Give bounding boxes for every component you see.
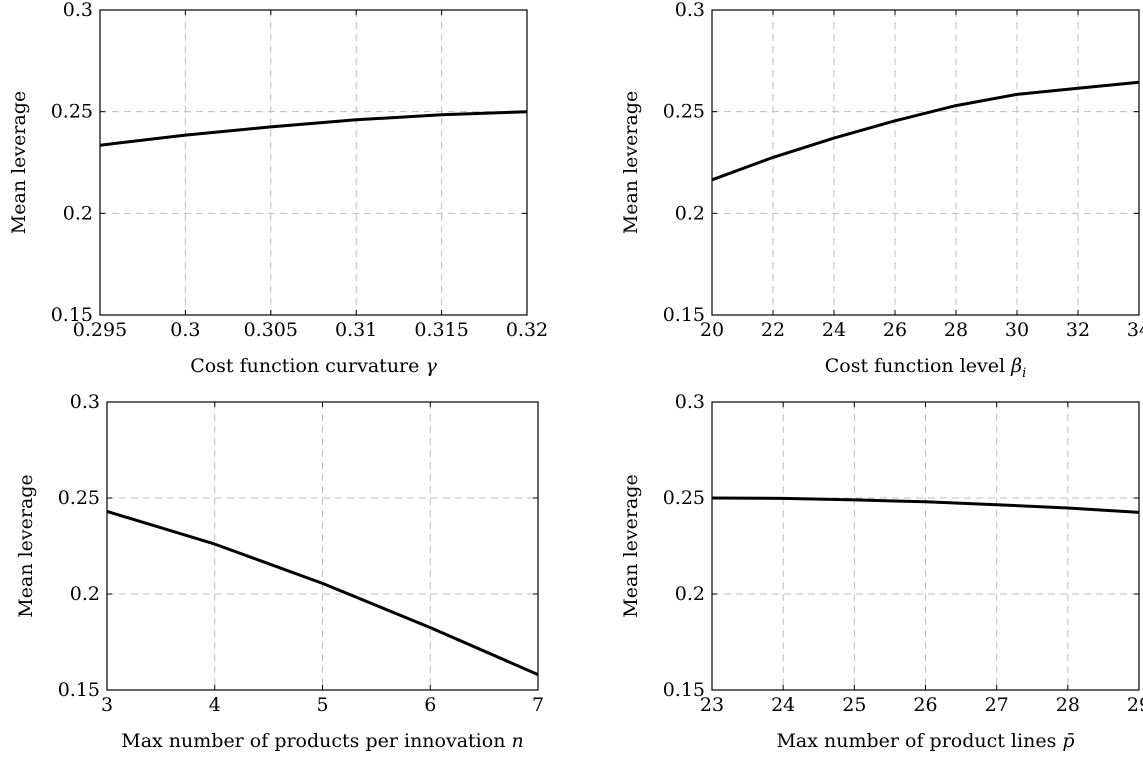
y-tick-label: 0.2 — [70, 583, 100, 605]
y-tick-label: 0.3 — [63, 0, 93, 21]
series-line — [100, 112, 527, 146]
x-axis-symbol: p̄ — [1062, 730, 1074, 752]
x-tick-label: 7 — [532, 694, 544, 716]
x-tick-label: 0.3 — [170, 319, 200, 341]
x-axis-label: Max number of product lines p̄ — [776, 730, 1074, 752]
y-axis-label: Mean leverage — [620, 474, 642, 617]
y-tick-label: 0.15 — [51, 304, 93, 326]
y-tick-label: 0.15 — [58, 679, 100, 701]
y-axis-label: Mean leverage — [15, 474, 37, 617]
x-tick-label: 4 — [209, 694, 221, 716]
y-tick-label: 0.15 — [663, 679, 705, 701]
chart-panel-3: 3 4 5 6 7 0.15 0.2 0.25 0.3 Max number of product… — [15, 391, 544, 752]
x-tick-label: 0.305 — [244, 319, 298, 341]
x-tick-label: 26 — [913, 694, 937, 716]
y-tick-label: 0.25 — [663, 101, 705, 123]
x-tick-label: 25 — [842, 694, 866, 716]
y-tick-label: 0.3 — [675, 391, 705, 413]
y-axis-label: Mean leverage — [620, 91, 642, 234]
y-tick-label: 0.25 — [58, 487, 100, 509]
y-tick-label: 0.2 — [63, 202, 93, 224]
x-tick-label: 34 — [1127, 319, 1143, 341]
y-tick-label: 0.2 — [675, 202, 705, 224]
x-axis-label: Cost function curvature γ — [190, 355, 437, 377]
y-tick-label: 0.15 — [663, 304, 705, 326]
y-tick-label: 0.3 — [675, 0, 705, 21]
y-tick-label: 0.2 — [675, 583, 705, 605]
x-tick-label: 29 — [1127, 694, 1143, 716]
x-tick-label: 28 — [944, 319, 968, 341]
y-tick-label: 0.25 — [51, 101, 93, 123]
x-tick-label: 30 — [1005, 319, 1029, 341]
x-tick-label: 32 — [1066, 319, 1090, 341]
x-tick-label: 27 — [985, 694, 1009, 716]
x-tick-label: 24 — [771, 694, 795, 716]
x-tick-label: 6 — [424, 694, 436, 716]
x-tick-label: 0.31 — [335, 319, 377, 341]
y-axis-label: Mean leverage — [8, 91, 30, 234]
x-tick-label: 3 — [101, 694, 113, 716]
plot-frame — [712, 10, 1139, 315]
x-tick-label: 5 — [316, 694, 328, 716]
x-axis-label: Cost function level βi — [825, 355, 1027, 381]
y-tick-label: 0.3 — [70, 391, 100, 413]
x-tick-label: 22 — [761, 319, 785, 341]
y-tick-label: 0.25 — [663, 487, 705, 509]
x-axis-label: Max number of products per innovation n — [121, 730, 523, 752]
x-axis-symbol: γ — [425, 355, 437, 377]
x-axis-symbol: n — [511, 730, 523, 752]
x-axis-symbol: β — [1010, 355, 1022, 377]
x-tick-label: 0.315 — [414, 319, 468, 341]
x-tick-label: 26 — [883, 319, 907, 341]
plot-frame — [100, 10, 527, 315]
x-axis-subscript: i — [1022, 366, 1026, 381]
x-tick-label: 28 — [1056, 694, 1080, 716]
x-tick-label: 0.32 — [506, 319, 548, 341]
series-line — [712, 82, 1139, 180]
x-tick-label: 24 — [822, 319, 846, 341]
chart-panel-1: 0.295 0.3 0.305 0.31 0.315 0.320.150.20.250.3… — [8, 0, 548, 377]
